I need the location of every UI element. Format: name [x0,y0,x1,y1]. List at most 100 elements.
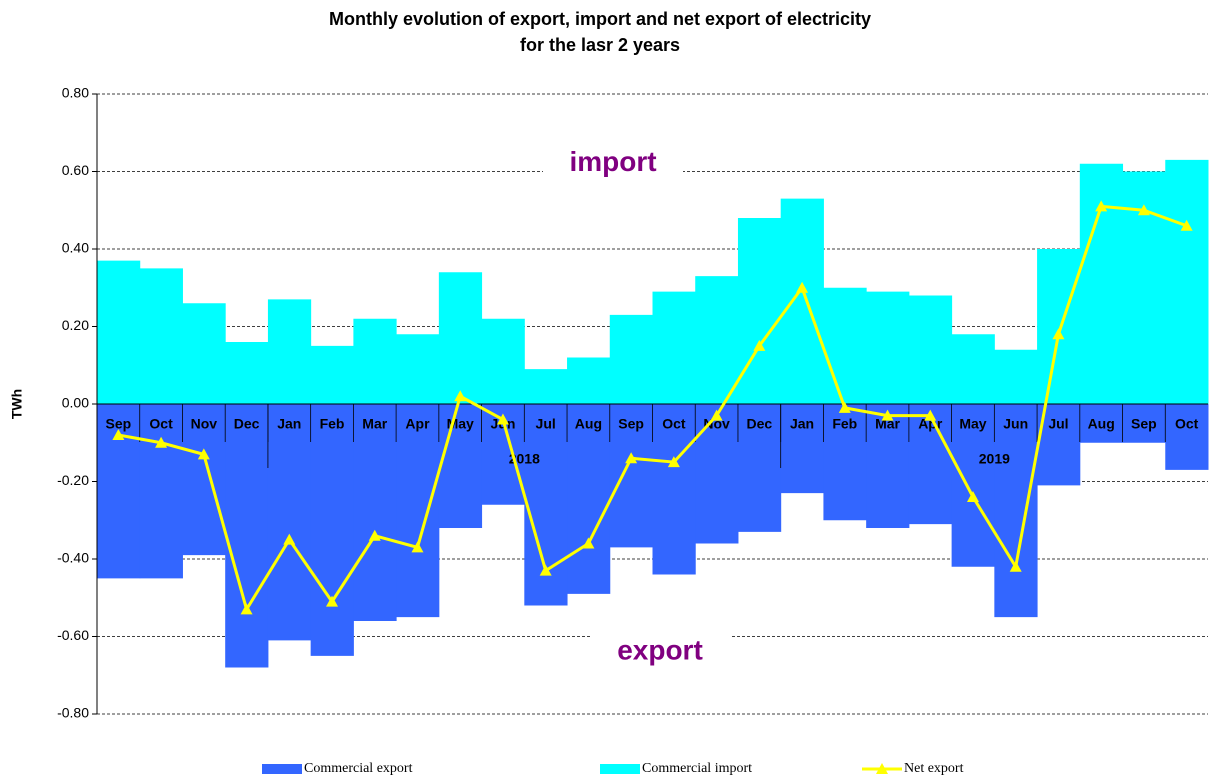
marker [710,409,723,421]
marker [1137,204,1150,216]
bar [396,404,440,618]
x-tick-label: Aug [1088,416,1115,432]
line [118,204,1188,614]
x-tick-label: Oct [662,416,686,432]
x-tick-label: Dec [746,416,772,432]
bar [524,369,568,404]
bar [737,404,782,532]
bar [481,318,525,404]
bar [1037,249,1081,404]
bar [780,198,824,404]
y-tick-label: 0.00 [62,395,89,411]
y-tick-label: -0.20 [57,472,89,488]
x-tick-label: Jan [277,416,301,432]
bar [951,334,995,404]
bar [139,404,183,579]
legend-swatch [262,764,302,774]
marker [539,564,552,576]
bar [1079,404,1124,443]
x-tick-label: Aug [575,416,602,432]
bar [267,299,312,404]
x-tick-label: Nov [703,416,730,432]
bar [182,303,226,404]
x-tick-label: Sep [618,416,644,432]
bar [994,404,1038,618]
y-tick-label: -0.60 [57,627,89,643]
bar [737,218,782,404]
marker [197,448,210,460]
bar [823,287,867,404]
bar [994,349,1038,404]
marker [924,409,937,421]
marker [582,537,595,549]
marker [283,533,296,545]
chart-title: for the lasr 2 years [520,35,680,55]
y-tick-label: 0.40 [62,240,89,256]
x-tick-label: Jan [790,416,814,432]
marker [838,401,851,413]
annotation-bg [590,630,730,674]
marker [1052,328,1065,340]
marker [753,339,766,351]
marker [881,409,894,421]
legend-swatch [600,764,640,774]
x-tick-label: Sep [106,416,132,432]
bar [353,404,397,621]
bar [609,404,653,548]
bar [310,404,354,656]
x-tick-label: Mar [362,416,387,432]
x-tick-label: Oct [149,416,173,432]
x-tick-label: Dec [234,416,260,432]
bar [139,268,183,404]
y-tick-label: -0.40 [57,550,89,566]
legend-label: Commercial import [642,761,752,776]
marker [112,429,125,440]
bar [438,272,483,404]
x-group-label: 2019 [979,451,1010,467]
x-tick-label: Jul [1048,416,1068,432]
bar [438,404,483,528]
bar [310,345,354,404]
bar [780,404,824,494]
bar [695,404,739,544]
x-tick-label: May [959,416,986,432]
annotation: import [569,146,656,177]
marker [240,603,253,615]
y-tick-label: 0.80 [62,85,89,101]
x-tick-label: Oct [1175,416,1199,432]
bar [225,404,269,668]
bar [1165,404,1209,470]
x-tick-label: Apr [405,416,430,432]
x-tick-label: Mar [875,416,900,432]
legend-label: Net export [904,761,964,776]
bar [866,291,910,404]
marker [326,595,339,607]
bar [567,404,611,594]
bar [695,276,739,404]
y-tick-label: -0.80 [57,705,89,721]
x-tick-label: Feb [832,416,857,432]
marker [1009,560,1022,572]
marker [796,281,809,293]
marker [368,529,381,541]
bar [567,357,611,404]
bar [1165,159,1209,404]
annotation: export [617,634,703,665]
y-tick-label: 0.20 [62,317,89,333]
y-axis-label: TWh [9,389,25,419]
marker [667,456,680,468]
legend-marker [876,763,888,774]
bar [396,334,440,404]
bar [951,404,995,567]
bar [908,295,953,404]
marker [1180,219,1193,231]
annotation-bg [543,141,683,186]
marker [966,491,979,502]
legend-label: Commercial export [304,761,413,776]
bar [823,404,867,521]
x-tick-label: Nov [191,416,218,432]
x-tick-label: Jul [536,416,556,432]
bar [267,404,312,641]
marker [155,436,168,448]
